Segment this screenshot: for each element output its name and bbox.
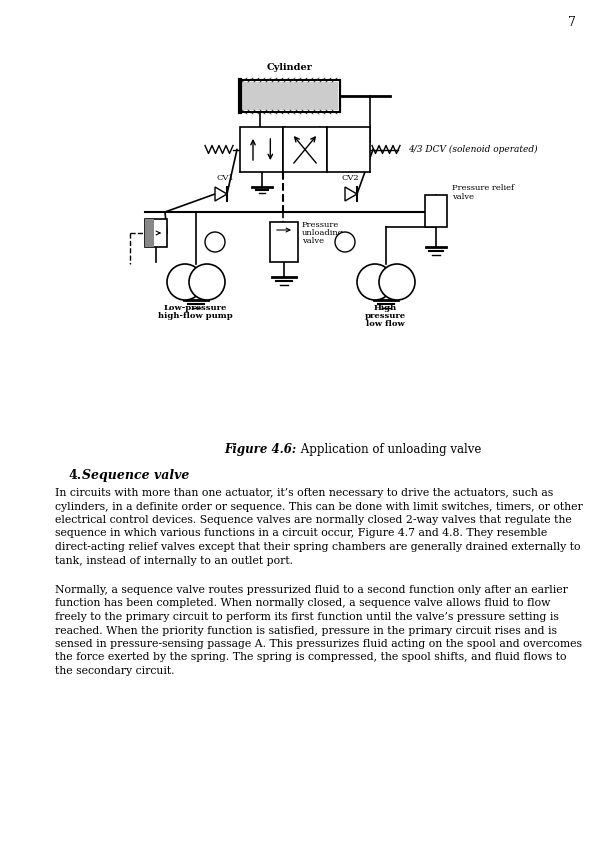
Bar [242, 82, 338, 110]
Text: low flow: low flow [365, 320, 405, 328]
Text: 4.: 4. [68, 469, 81, 482]
Bar [425, 195, 447, 227]
Text: Low-pressure: Low-pressure [163, 304, 227, 312]
Bar [240, 80, 340, 112]
Text: valve: valve [302, 237, 324, 245]
Bar [283, 127, 327, 172]
Text: sensed in pressure-sensing passage A. This pressurizes fluid acting on the spool: sensed in pressure-sensing passage A. Th… [55, 639, 582, 649]
Text: the force exerted by the spring. The spring is compressed, the spool shifts, and: the force exerted by the spring. The spr… [55, 653, 566, 663]
Bar [145, 219, 167, 247]
Text: CV2: CV2 [341, 174, 359, 182]
Circle shape [335, 232, 355, 252]
Text: unloading: unloading [302, 229, 344, 237]
Text: high-flow pump: high-flow pump [158, 312, 233, 320]
Text: Pressure relief: Pressure relief [452, 184, 514, 192]
Text: valve: valve [452, 193, 474, 201]
Polygon shape [215, 187, 227, 201]
Text: Sequence valve: Sequence valve [82, 469, 189, 482]
Text: Normally, a sequence valve routes pressurized fluid to a second function only af: Normally, a sequence valve routes pressu… [55, 585, 568, 595]
Bar [145, 219, 154, 247]
Text: 7: 7 [568, 15, 576, 29]
Text: the secondary circuit.: the secondary circuit. [55, 666, 174, 676]
Text: In circuits with more than one actuator, it’s often necessary to drive the actua: In circuits with more than one actuator,… [55, 488, 553, 498]
Text: pressure: pressure [364, 312, 406, 320]
Text: High: High [374, 304, 397, 312]
Text: function has been completed. When normally closed, a sequence valve allows fluid: function has been completed. When normal… [55, 599, 550, 609]
Circle shape [167, 264, 203, 300]
Bar [327, 127, 370, 172]
Text: 4/3 DCV (solenoid operated): 4/3 DCV (solenoid operated) [408, 145, 538, 154]
Text: CV1: CV1 [216, 174, 234, 182]
Circle shape [357, 264, 393, 300]
Text: Application of unloading valve: Application of unloading valve [297, 444, 481, 456]
Text: freely to the primary circuit to perform its first function until the valve’s pr: freely to the primary circuit to perform… [55, 612, 559, 622]
Circle shape [205, 232, 225, 252]
Text: cylinders, in a definite order or sequence. This can be done with limit switches: cylinders, in a definite order or sequen… [55, 502, 583, 511]
Text: direct-acting relief valves except that their spring chambers are generally drai: direct-acting relief valves except that … [55, 542, 581, 552]
Text: electrical control devices. Sequence valves are normally closed 2-way valves tha: electrical control devices. Sequence val… [55, 515, 572, 525]
Text: reached. When the priority function is satisfied, pressure in the primary circui: reached. When the priority function is s… [55, 626, 557, 636]
Text: Pressure: Pressure [302, 221, 339, 229]
Bar [240, 127, 283, 172]
Circle shape [379, 264, 415, 300]
Text: Figure 4.6:: Figure 4.6: [225, 444, 297, 456]
Circle shape [189, 264, 225, 300]
Bar [270, 222, 298, 262]
Polygon shape [345, 187, 357, 201]
Text: sequence in which various functions in a circuit occur, Figure 4.7 and 4.8. They: sequence in which various functions in a… [55, 529, 547, 539]
Text: tank, instead of internally to an outlet port.: tank, instead of internally to an outlet… [55, 556, 293, 566]
Text: Cylinder: Cylinder [267, 63, 313, 72]
